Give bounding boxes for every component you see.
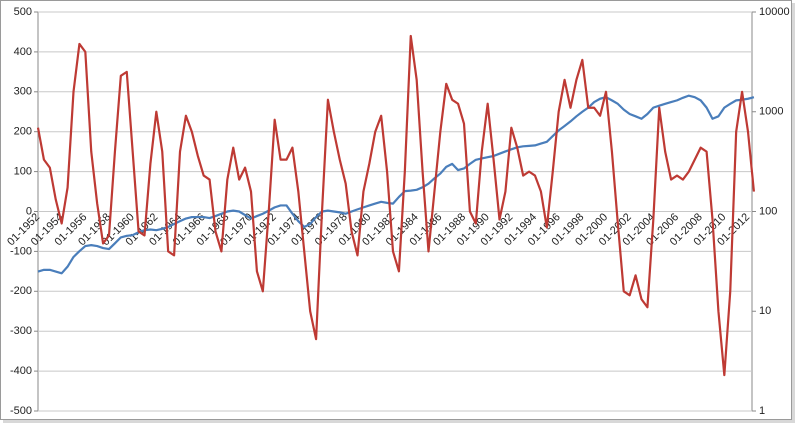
y2-tick-label: 1000	[759, 106, 783, 118]
y-tick-label: 100	[14, 166, 32, 178]
y2-tick-label: 1	[759, 405, 765, 417]
y-tick-label: 200	[14, 126, 32, 138]
y2-tick-label: 10000	[759, 6, 790, 18]
y-tick-label: 500	[14, 6, 32, 18]
y-tick-label: 0	[26, 205, 32, 217]
series-line	[37, 94, 755, 275]
y-tick-label: 300	[14, 86, 32, 98]
y-tick-label: -500	[10, 405, 32, 417]
frame	[0, 0, 792, 420]
y2-tick-label: 100	[759, 205, 777, 217]
y2-tick-label: 10	[759, 305, 771, 317]
y-tick-label: 400	[14, 46, 32, 58]
y-tick-label: -300	[10, 325, 32, 337]
series-line	[36, 34, 756, 377]
y-tick-label: -400	[10, 365, 32, 377]
y-tick-label: -200	[10, 285, 32, 297]
y-tick-label: -100	[10, 245, 32, 257]
